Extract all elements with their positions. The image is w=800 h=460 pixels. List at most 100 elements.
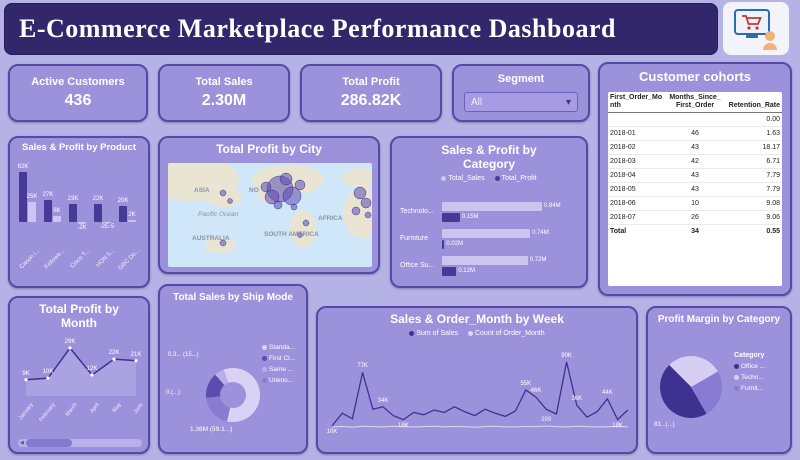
legend-item: Count of Order_Month: [467, 329, 545, 337]
map-canvas: [168, 163, 372, 253]
map-label-africa: AFRICA: [318, 215, 343, 222]
cohort-row[interactable]: 2018-01 46 1.63: [608, 126, 782, 142]
profit-margin-by-category-chart[interactable]: Profit Margin by Category 83...(...) Cat…: [646, 306, 792, 454]
kpi-active-customers[interactable]: Active Customers 436: [8, 64, 148, 122]
cohort-row[interactable]: 0.00: [608, 112, 782, 128]
kpi-value: 286.82K: [340, 92, 402, 109]
category-label: Furniture: [400, 235, 429, 242]
segment-dropdown[interactable]: All ▾: [464, 92, 578, 112]
cohort-cell: 0.00: [724, 112, 782, 128]
cohorts-table[interactable]: First_Order_Month Months_Since_First_Ord…: [608, 92, 782, 286]
sales-profit-by-category-chart[interactable]: Sales & Profit by Category Total_Sales T…: [390, 136, 588, 288]
cohort-cell: 43: [666, 168, 724, 184]
cohort-cell: 2018-07: [608, 210, 666, 226]
donut-chart[interactable]: [206, 368, 260, 422]
sales-value-label: 20K: [117, 198, 129, 204]
chart-title: Total Profit by Month: [39, 302, 119, 330]
legend-dot: [262, 367, 267, 372]
profit-value-label: 8K: [53, 207, 61, 214]
map-label-asia: ASIA: [194, 187, 210, 194]
legend-label: Count of Order_Month: [474, 329, 545, 337]
cohort-total-cell: 34: [666, 224, 724, 239]
line-chart-area: 9K January 10K February 29K March 12K April 22K M…: [16, 339, 146, 444]
cohort-cell: 9.08: [724, 196, 782, 212]
cohort-cell: 26: [666, 210, 724, 226]
customer-cohorts-visual[interactable]: Customer cohorts First_Order_Month Month…: [598, 62, 792, 296]
profit-value-label: 25K: [26, 194, 38, 200]
legend-item: Techn...: [734, 374, 765, 381]
chart-title: Customer cohorts: [639, 69, 751, 84]
line-chart-svg: [331, 361, 629, 428]
kpi-label: Total Profit: [342, 76, 400, 88]
total-sales-by-ship-mode-chart[interactable]: Total Sales by Ship Mode 0.3... (15...) …: [158, 284, 308, 454]
pie-data-label: 83...(...): [654, 422, 675, 428]
pie-chart[interactable]: [660, 356, 722, 418]
legend-label: Standa...: [269, 344, 296, 351]
cohort-cell: 2018-03: [608, 154, 666, 170]
legend-dot: [441, 175, 447, 181]
world-map[interactable]: ASIA NO Pacific Ocean AFRICA AUSTRALIA S…: [168, 163, 372, 267]
chart-title: Sales & Profit by Category: [441, 143, 537, 171]
cohort-cell: 2018-01: [608, 126, 666, 142]
legend-item: Total_Sales: [441, 175, 485, 182]
sales-value-label: 62K: [17, 164, 29, 171]
kpi-label: Total Sales: [195, 76, 253, 88]
legend-dot: [262, 378, 267, 383]
cohort-row[interactable]: 2018-06 10 9.08: [608, 196, 782, 212]
sales-bar: [442, 202, 542, 211]
sales-bar: [19, 172, 27, 222]
cohort-cell: 6.71: [724, 154, 782, 170]
map-label-pacific-ocean: Pacific Ocean: [198, 211, 239, 218]
dashboard-logo: [723, 2, 789, 55]
cohort-row[interactable]: 2018-02 43 18.17: [608, 140, 782, 156]
kpi-total-profit[interactable]: Total Profit 286.82K: [300, 64, 442, 122]
profit-value-label: 0.02M: [446, 241, 464, 247]
total-profit-by-month-chart[interactable]: Total Profit by Month 9K January 10K Februa…: [8, 296, 150, 454]
sales-value-label: 23K: [67, 195, 79, 202]
profit-bar: [128, 220, 136, 222]
point-value-label: 34K: [377, 397, 389, 404]
donut-hole: [220, 382, 246, 408]
donut-chart-area: 0.3... (15...) 0.(...) 1.36M (59.1...) S…: [166, 314, 302, 448]
legend: Category Office ... Techn... Furnit...: [734, 352, 765, 392]
legend-label: Furnit...: [741, 385, 764, 392]
shopping-cart-icon: [734, 8, 777, 50]
cohort-row[interactable]: 2018-07 26 9.06: [608, 210, 782, 226]
month-axis-label: June: [132, 402, 145, 416]
chevron-down-icon: ▾: [565, 96, 571, 108]
chart-title: Sales & Order_Month by Week: [390, 312, 564, 326]
sales-value-label: 0.72M: [529, 257, 547, 263]
cohort-cell: 7.79: [724, 182, 782, 198]
cohort-cell: 10: [666, 196, 724, 212]
scrollbar-thumb[interactable]: [25, 439, 72, 447]
profit-bar: [442, 267, 457, 276]
sales-order-month-by-week-chart[interactable]: Sales & Order_Month by Week Sum of Sales…: [316, 306, 638, 454]
donut-data-label: 0.(...): [166, 390, 181, 396]
sales-profit-by-product-chart[interactable]: Sales & Profit by Product 62K 25K Canon i.…: [8, 136, 150, 288]
kpi-value: 2.30M: [201, 92, 247, 109]
cohort-cell: 43: [666, 140, 724, 156]
cohort-row[interactable]: 2018-04 43 7.79: [608, 168, 782, 184]
legend-item: First Cl...: [262, 355, 295, 362]
segment-selected-value: All: [471, 96, 483, 108]
total-profit-by-city-map[interactable]: Total Profit by City ASIA NO Pacific Oce…: [158, 136, 380, 274]
scrollbar[interactable]: ◀: [18, 439, 142, 447]
cohort-row[interactable]: 2018-05 43 7.79: [608, 182, 782, 198]
cohort-cell: [666, 112, 724, 128]
sales-bar: [119, 206, 127, 222]
cohort-row[interactable]: 2018-03 42 6.71: [608, 154, 782, 170]
sales-value-label: 0.84M: [544, 203, 561, 209]
kpi-total-sales[interactable]: Total Sales 2.30M: [158, 64, 290, 122]
legend-item: Unkno...: [262, 377, 295, 384]
chart-title: Total Sales by Ship Mode: [173, 292, 293, 303]
profit-bubbles: [219, 172, 372, 247]
profit-bar: [53, 215, 61, 222]
scroll-left-arrow-icon[interactable]: ◀: [20, 439, 24, 446]
line-chart-area: 10K 77K 34K 18K 55K 46K 90K 36K 44K 18K 399: [326, 350, 632, 450]
count-value-label: 399: [541, 417, 552, 424]
segment-slicer: Segment All ▾: [452, 64, 590, 122]
legend-dot: [734, 375, 739, 380]
legend-label: Unkno...: [269, 377, 294, 384]
category-label: Technolo...: [400, 208, 434, 215]
point-value-label: 90K: [561, 353, 572, 359]
